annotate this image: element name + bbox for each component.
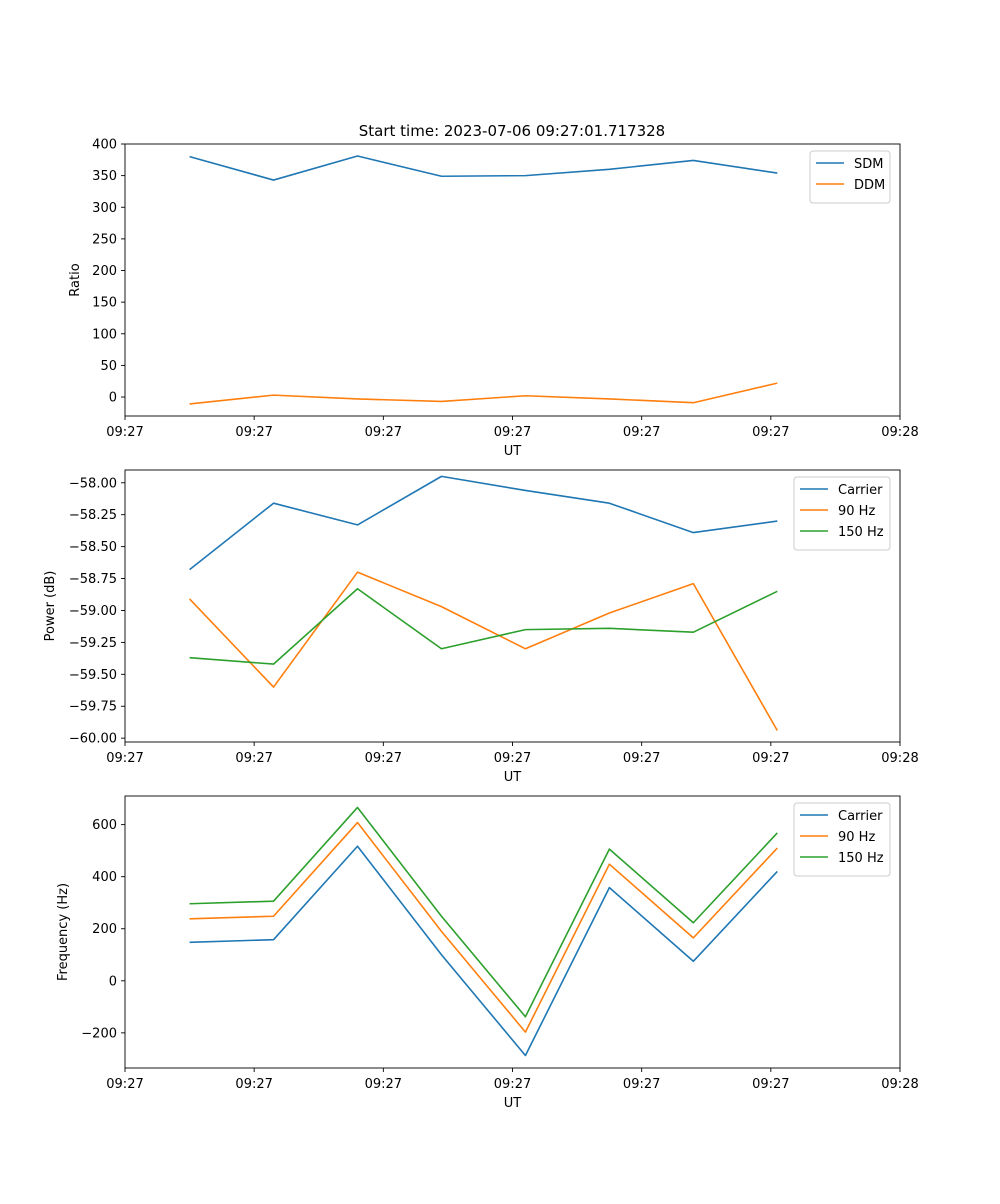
y-tick-label: −59.50 bbox=[69, 668, 117, 683]
series-line-150-hz bbox=[189, 806, 778, 1018]
legend-label: 150 Hz bbox=[838, 851, 884, 866]
x-tick-label: 09:28 bbox=[881, 751, 918, 766]
x-tick-label: 09:27 bbox=[365, 751, 402, 766]
series-line-carrier bbox=[189, 845, 778, 1057]
y-tick-label: 400 bbox=[92, 870, 117, 885]
subplot-2: 09:27 09:27 09:27 09:27 09:27 09:27 09:28 −60.0… bbox=[43, 469, 919, 785]
legend: Carrier 90 Hz 150 Hz bbox=[793, 476, 891, 551]
legend-label: 90 Hz bbox=[838, 504, 875, 519]
y-tick-label: 200 bbox=[92, 922, 117, 937]
legend-label: 90 Hz bbox=[838, 830, 875, 845]
series-line-90-hz bbox=[189, 821, 778, 1033]
x-tick-label: 09:27 bbox=[494, 1077, 531, 1092]
y-tick-label: 200 bbox=[92, 264, 117, 279]
x-tick-label: 09:27 bbox=[623, 425, 660, 440]
series-line-150-hz bbox=[189, 587, 778, 665]
subplots: 09:27 09:27 09:27 09:27 09:27 09:27 09:28 0 50 10… bbox=[43, 138, 919, 1112]
x-tick-label: 09:27 bbox=[235, 751, 272, 766]
y-tick-label: 300 bbox=[92, 201, 117, 216]
figure-title: Start time: 2023-07-06 09:27:01.717328 bbox=[359, 122, 665, 140]
series-line-90-hz bbox=[189, 571, 778, 731]
y-tick-label: −58.75 bbox=[69, 572, 117, 587]
x-tick-label: 09:27 bbox=[106, 751, 143, 766]
x-axis-label: UT bbox=[504, 770, 522, 785]
y-tick-label: −60.00 bbox=[69, 732, 117, 747]
y-tick-label: 50 bbox=[100, 359, 117, 374]
y-tick-label: −58.00 bbox=[69, 476, 117, 491]
legend-label: DDM bbox=[854, 178, 885, 193]
x-tick-label: 09:28 bbox=[881, 425, 918, 440]
legend: Carrier 90 Hz 150 Hz bbox=[793, 802, 891, 877]
x-tick-label: 09:28 bbox=[881, 1077, 918, 1092]
y-axis-label: Power (dB) bbox=[43, 571, 58, 642]
legend-box bbox=[809, 150, 891, 204]
x-tick-label: 09:27 bbox=[494, 751, 531, 766]
x-tick-label: 09:27 bbox=[365, 425, 402, 440]
x-axis-label: UT bbox=[504, 444, 522, 459]
x-tick-label: 09:27 bbox=[106, 425, 143, 440]
x-axis-label: UT bbox=[504, 1096, 522, 1111]
subplot-1: 09:27 09:27 09:27 09:27 09:27 09:27 09:28 0 50 10… bbox=[68, 138, 919, 460]
legend-label: SDM bbox=[854, 157, 883, 172]
y-axis-label: Frequency (Hz) bbox=[56, 883, 71, 981]
y-tick-label: 400 bbox=[92, 138, 117, 153]
legend-label: 150 Hz bbox=[838, 525, 884, 540]
y-tick-label: 0 bbox=[109, 974, 117, 989]
series-line-carrier bbox=[189, 475, 778, 571]
subplot-3: 09:27 09:27 09:27 09:27 09:27 09:27 09:28 −200 0… bbox=[56, 795, 919, 1111]
y-tick-label: −59.75 bbox=[69, 700, 117, 715]
y-tick-label: 250 bbox=[92, 232, 117, 247]
series-line-sdm bbox=[189, 155, 778, 181]
legend-label: Carrier bbox=[838, 483, 883, 498]
y-tick-label: 600 bbox=[92, 818, 117, 833]
y-tick-label: −59.00 bbox=[69, 604, 117, 619]
y-tick-label: 0 bbox=[109, 391, 117, 406]
x-tick-label: 09:27 bbox=[623, 751, 660, 766]
x-tick-label: 09:27 bbox=[106, 1077, 143, 1092]
y-tick-label: 350 bbox=[92, 169, 117, 184]
legend: SDM DDM bbox=[809, 150, 891, 204]
y-tick-label: 150 bbox=[92, 296, 117, 311]
x-tick-label: 09:27 bbox=[494, 425, 531, 440]
y-tick-label: −200 bbox=[81, 1026, 117, 1041]
x-tick-label: 09:27 bbox=[752, 1077, 789, 1092]
series-line-ddm bbox=[189, 382, 778, 405]
x-tick-label: 09:27 bbox=[623, 1077, 660, 1092]
y-tick-label: −59.25 bbox=[69, 636, 117, 651]
x-tick-label: 09:27 bbox=[752, 425, 789, 440]
x-tick-label: 09:27 bbox=[235, 425, 272, 440]
y-tick-label: −58.25 bbox=[69, 508, 117, 523]
x-tick-label: 09:27 bbox=[752, 751, 789, 766]
y-tick-label: 100 bbox=[92, 327, 117, 342]
y-axis-label: Ratio bbox=[68, 263, 83, 296]
x-tick-label: 09:27 bbox=[235, 1077, 272, 1092]
x-tick-label: 09:27 bbox=[365, 1077, 402, 1092]
y-tick-label: −58.50 bbox=[69, 540, 117, 555]
legend-label: Carrier bbox=[838, 809, 883, 824]
